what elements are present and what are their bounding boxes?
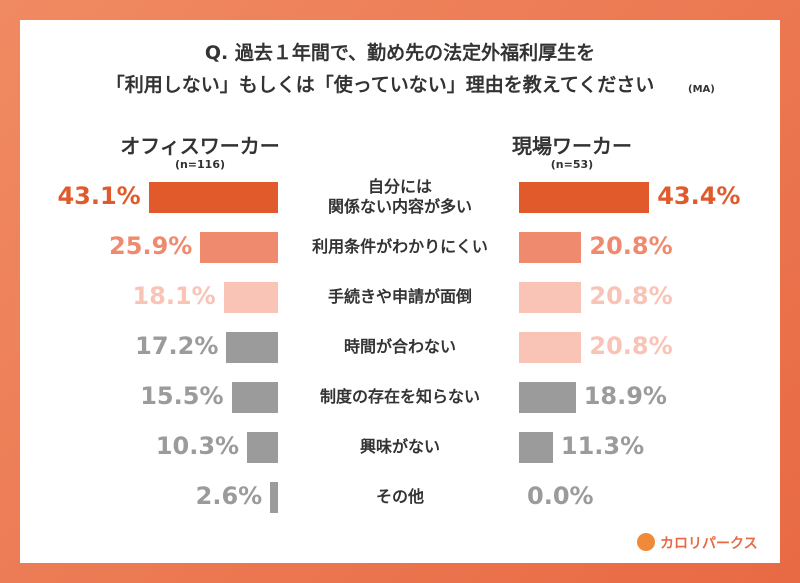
bar xyxy=(519,331,582,363)
bar xyxy=(231,381,278,413)
bar xyxy=(519,231,582,263)
bar xyxy=(519,281,582,313)
series-note: (n=116) xyxy=(174,158,226,171)
value-label: 18.1% xyxy=(132,282,216,310)
value-label: 10.3% xyxy=(155,432,240,460)
bar xyxy=(200,231,278,263)
value-label: 11.3% xyxy=(560,432,645,460)
brand-icon xyxy=(637,533,655,551)
bar xyxy=(247,431,278,463)
bar xyxy=(223,281,278,313)
category-label: 自分には 関係ない内容が多い xyxy=(327,177,472,216)
value-label: 20.8% xyxy=(589,332,673,360)
bar xyxy=(270,481,278,513)
category-label: 手続きや申請が面倒 xyxy=(327,287,472,306)
bar xyxy=(148,181,278,213)
value-label: 15.5% xyxy=(140,382,224,410)
category-label: その他 xyxy=(375,487,424,506)
bar xyxy=(519,431,553,463)
value-label: 2.6% xyxy=(195,482,263,510)
category-label: 利用条件がわかりにくい xyxy=(312,237,488,256)
series-name: オフィスワーカー xyxy=(120,134,280,158)
title-note: (MA) xyxy=(688,84,715,95)
value-label: 0.0% xyxy=(527,482,594,510)
brand: カロリパークス xyxy=(660,536,758,552)
bar xyxy=(519,181,650,213)
value-label: 25.9% xyxy=(109,232,193,260)
value-label: 17.2% xyxy=(135,332,219,360)
category-label: 制度の存在を知らない xyxy=(319,387,480,406)
category-label: 興味がない xyxy=(359,437,440,456)
category-label: 時間が合わない xyxy=(343,337,456,356)
bar xyxy=(519,381,576,413)
value-label: 18.9% xyxy=(583,382,667,410)
series-note: (n=53) xyxy=(550,158,594,171)
value-label: 20.8% xyxy=(589,232,673,260)
value-label: 43.4% xyxy=(657,182,741,210)
title-line: 「利用しない」もしくは「使っていない」理由を教えてください xyxy=(105,74,655,96)
title-line: Q. 過去１年間で、勤め先の法定外福利厚生を xyxy=(204,42,596,64)
series-name: 現場ワーカー xyxy=(512,134,632,158)
value-label: 20.8% xyxy=(589,282,673,310)
panel xyxy=(20,20,780,563)
value-label: 43.1% xyxy=(57,182,141,210)
bar xyxy=(226,331,278,363)
